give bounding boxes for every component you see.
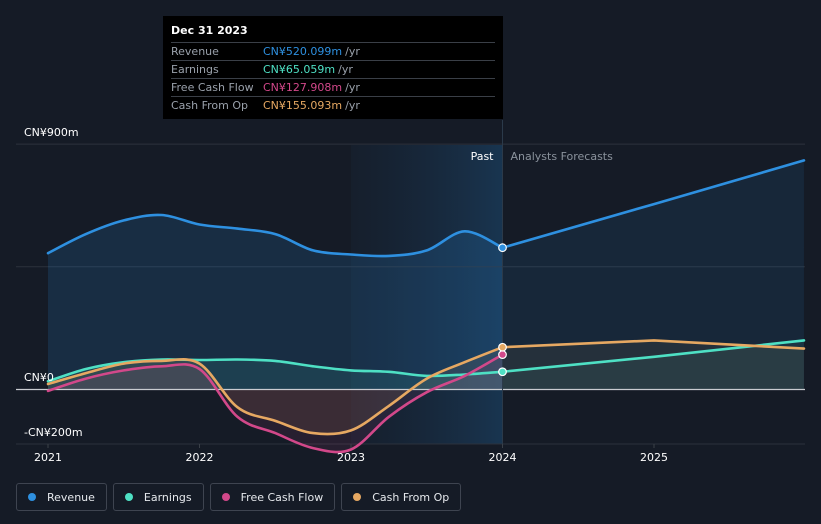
- series-line-free-cash-flow: [46, 353, 504, 454]
- forecast-area-cash-from-op: [502, 340, 804, 390]
- legend: Revenue Earnings Free Cash Flow Cash Fro…: [16, 483, 462, 511]
- legend-label: Free Cash Flow: [240, 490, 324, 504]
- legend-dot-icon: [28, 493, 36, 501]
- area-revenue: [48, 214, 503, 390]
- forecast-area-revenue: [502, 160, 804, 390]
- legend-dot-icon: [221, 493, 230, 501]
- legend-item-cash-from-op[interactable]: Cash From Op: [341, 483, 462, 511]
- forecast-area-earnings: [502, 340, 804, 390]
- forecast-line-revenue: [501, 159, 806, 249]
- x-tick-label: 2021: [34, 451, 62, 464]
- y-label-zero: CN¥0: [24, 371, 54, 384]
- tooltip: Dec 31 2023 Revenue CN¥520.099m /yr Earn…: [163, 16, 503, 119]
- legend-item-free-cash-flow[interactable]: Free Cash Flow: [209, 483, 336, 511]
- legend-item-earnings[interactable]: Earnings: [112, 483, 204, 511]
- tooltip-row-free-cash-flow: Free Cash Flow CN¥127.908m /yr: [171, 78, 495, 96]
- forecast-label: Analysts Forecasts: [511, 150, 614, 163]
- x-tick-label: 2023: [337, 451, 365, 464]
- past-label: Past: [471, 150, 495, 163]
- marker-free-cash-flow: [498, 350, 507, 359]
- area-cash-from-op: [48, 347, 503, 435]
- tooltip-unit: /yr: [345, 99, 360, 112]
- legend-item-revenue[interactable]: Revenue: [16, 483, 107, 511]
- marker-cash-from-op: [498, 342, 507, 352]
- series-line-cash-from-op: [46, 345, 504, 436]
- series-line-revenue: [46, 213, 504, 258]
- tooltip-row-revenue: Revenue CN¥520.099m /yr: [171, 42, 495, 60]
- legend-dot-icon: [124, 493, 133, 501]
- tooltip-value: CN¥520.099m: [263, 45, 343, 58]
- tooltip-label: Revenue: [171, 45, 219, 58]
- legend-label: Earnings: [143, 490, 192, 504]
- legend-label: Cash From Op: [372, 490, 450, 504]
- tooltip-label: Free Cash Flow: [171, 81, 254, 94]
- legend-dot-icon: [353, 493, 362, 501]
- tooltip-value: CN¥65.059m: [263, 63, 336, 76]
- area-free-cash-flow: [48, 354, 503, 453]
- tooltip-value: CN¥155.093m: [263, 99, 343, 112]
- tooltip-unit: /yr: [338, 63, 353, 76]
- tooltip-unit: /yr: [345, 81, 360, 94]
- tooltip-value: CN¥127.908m: [263, 81, 343, 94]
- legend-label: Revenue: [47, 490, 95, 504]
- tooltip-row-earnings: Earnings CN¥65.059m /yr: [171, 60, 495, 78]
- past-shaded-region: [351, 145, 503, 444]
- x-tick-label: 2022: [186, 451, 214, 464]
- series-line-earnings: [46, 358, 504, 383]
- y-label-top: CN¥900m: [24, 126, 79, 139]
- tooltip-label: Cash From Op: [171, 99, 249, 112]
- marker-earnings: [498, 367, 507, 377]
- marker-revenue: [498, 243, 507, 253]
- tooltip-row-cash-from-op: Cash From Op CN¥155.093m /yr: [171, 96, 495, 114]
- x-tick-label: 2025: [640, 451, 668, 464]
- tooltip-unit: /yr: [345, 45, 360, 58]
- x-tick-label: 2024: [489, 451, 517, 464]
- tooltip-label: Earnings: [171, 63, 219, 76]
- forecast-line-cash-from-op: [501, 339, 806, 350]
- y-label-bottom: -CN¥200m: [24, 426, 83, 439]
- tooltip-date: Dec 31 2023: [171, 24, 248, 37]
